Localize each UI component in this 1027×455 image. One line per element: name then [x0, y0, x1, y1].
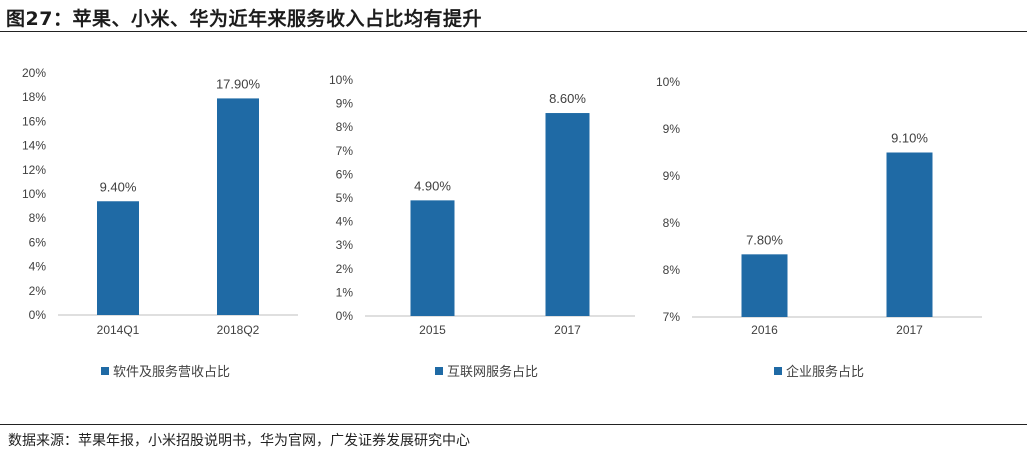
- category-label: 2014Q1: [97, 323, 140, 337]
- bar: [97, 201, 139, 315]
- data-label: 8.60%: [549, 91, 586, 106]
- y-tick-label: 14%: [22, 139, 46, 153]
- bar: [545, 113, 590, 316]
- category-label: 2017: [554, 323, 581, 337]
- legend-label: 互联网服务占比: [447, 364, 538, 380]
- data-label: 9.10%: [891, 131, 928, 146]
- category-label: 2018Q2: [217, 323, 260, 337]
- y-tick-label: 10%: [22, 187, 46, 201]
- legend-label: 企业服务占比: [786, 364, 864, 380]
- legend-swatch: [435, 367, 443, 375]
- bar: [741, 254, 788, 317]
- category-label: 2016: [751, 323, 778, 337]
- legend-swatch: [101, 367, 109, 375]
- y-tick-label: 12%: [22, 163, 46, 177]
- legend-label: 软件及服务营收占比: [113, 364, 230, 380]
- chart-internet-services: 0% 1% 2% 3% 4% 5% 6% 7% 8% 9% 10% 4.90% 2015 8.60% 201…: [329, 73, 635, 380]
- data-label: 7.80%: [746, 232, 783, 247]
- y-tick-label: 3%: [336, 238, 354, 252]
- category-label: 2017: [896, 323, 923, 337]
- y-tick-label: 8%: [663, 263, 681, 277]
- y-tick-label: 7%: [336, 144, 354, 158]
- y-tick-label: 4%: [29, 260, 47, 274]
- bar: [217, 98, 259, 315]
- y-tick-label: 1%: [336, 285, 354, 299]
- data-label: 9.40%: [100, 179, 137, 194]
- y-tick-label: 2%: [29, 284, 47, 298]
- source-note: 数据来源：苹果年报，小米招股说明书，华为官网，广发证券发展研究中心: [8, 433, 470, 449]
- y-tick-label: 9%: [663, 169, 681, 183]
- bar: [886, 152, 933, 317]
- y-tick-label: 9%: [336, 97, 354, 111]
- category-label: 2015: [419, 323, 446, 337]
- y-tick-label: 6%: [29, 235, 47, 249]
- chart-software-services: 0% 2% 4% 6% 8% 10% 12% 14% 16% 18% 20% 9.40% 2014Q1 1…: [22, 66, 298, 380]
- y-tick-label: 10%: [656, 75, 680, 89]
- y-tick-label: 5%: [336, 191, 354, 205]
- y-tick-label: 4%: [336, 215, 354, 229]
- y-tick-label: 2%: [336, 262, 354, 276]
- y-tick-label: 10%: [329, 73, 353, 87]
- figure-title: 图27：苹果、小米、华为近年来服务收入占比均有提升: [6, 8, 482, 30]
- y-tick-label: 16%: [22, 114, 46, 128]
- y-tick-label: 20%: [22, 66, 46, 80]
- y-tick-label: 0%: [29, 308, 47, 322]
- y-tick-label: 0%: [336, 309, 354, 323]
- y-tick-label: 8%: [336, 120, 354, 134]
- y-tick-label: 9%: [663, 122, 681, 136]
- top-rule: [0, 31, 1027, 32]
- y-tick-label: 8%: [663, 216, 681, 230]
- y-tick-label: 18%: [22, 90, 46, 104]
- data-label: 17.90%: [216, 76, 261, 91]
- y-tick-label: 6%: [336, 167, 354, 181]
- data-label: 4.90%: [414, 178, 451, 193]
- chart-enterprise-services: 7% 8% 8% 9% 9% 10% 7.80% 2016 9.10% 2017 企业服务占比: [656, 75, 982, 380]
- y-tick-label: 8%: [29, 211, 47, 225]
- bottom-rule: [0, 424, 1027, 425]
- legend-swatch: [774, 367, 782, 375]
- bar: [410, 200, 455, 316]
- y-tick-label: 7%: [663, 310, 681, 324]
